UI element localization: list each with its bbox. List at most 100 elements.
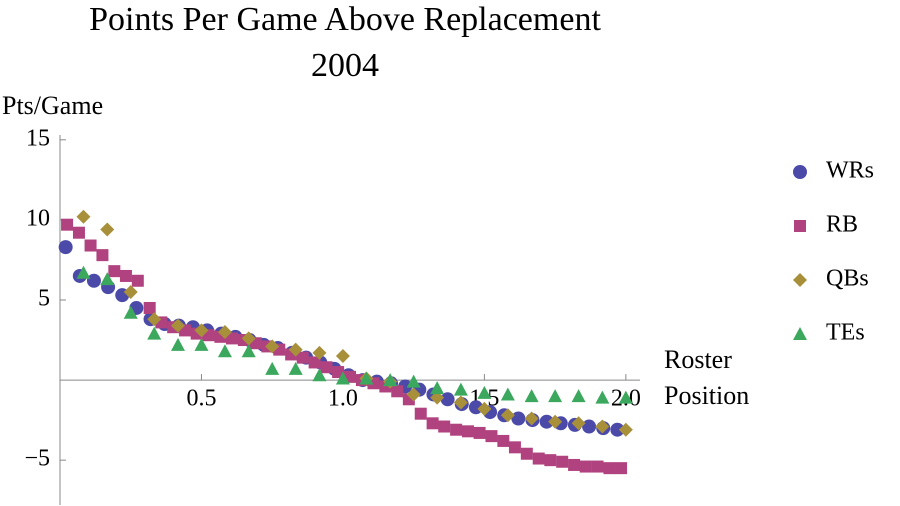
point — [532, 452, 545, 465]
point — [72, 226, 85, 239]
y-tick-label: −5 — [24, 446, 50, 472]
point — [571, 416, 586, 431]
point — [414, 407, 427, 420]
x-axis-label: Roster Position — [664, 345, 750, 410]
point — [194, 337, 209, 351]
point — [61, 218, 74, 231]
legend-label: TEs — [826, 320, 865, 346]
point — [123, 305, 138, 319]
point — [618, 390, 633, 404]
point — [320, 361, 333, 374]
point — [511, 411, 526, 426]
point — [508, 441, 521, 454]
point — [86, 273, 101, 288]
legend-label: WRs — [826, 158, 874, 184]
point — [582, 419, 597, 434]
point — [406, 374, 421, 388]
point — [430, 390, 445, 405]
point — [477, 401, 492, 416]
x-tick-label: 0.5 — [186, 386, 216, 412]
point — [170, 337, 185, 351]
point — [335, 349, 350, 364]
point — [618, 422, 633, 437]
point — [194, 323, 209, 338]
point — [544, 454, 557, 467]
point — [539, 414, 554, 429]
legend-marker — [794, 220, 806, 232]
point — [100, 222, 115, 237]
point — [473, 426, 486, 439]
point — [335, 371, 350, 385]
point — [58, 240, 73, 255]
point — [426, 417, 439, 430]
point — [610, 422, 625, 437]
y-tick-label: 15 — [26, 125, 50, 151]
point — [265, 339, 280, 354]
point — [579, 460, 592, 473]
point — [500, 408, 515, 423]
point — [477, 385, 492, 399]
point — [76, 265, 91, 279]
point — [438, 420, 451, 433]
point — [296, 351, 309, 364]
point — [450, 423, 463, 436]
point — [217, 344, 232, 358]
point — [500, 387, 515, 401]
point — [312, 368, 327, 382]
point — [241, 344, 256, 358]
legend-marker — [793, 165, 807, 179]
chart-subtitle: 2004 — [311, 47, 379, 84]
point — [453, 395, 468, 410]
point — [520, 447, 533, 460]
point — [548, 414, 563, 429]
x-tick-label: 1.0 — [328, 386, 358, 412]
point — [485, 430, 498, 443]
point — [556, 455, 569, 468]
legend-label: RB — [826, 212, 858, 238]
point — [595, 419, 610, 434]
legend-marker — [793, 273, 807, 287]
point — [84, 239, 97, 252]
point — [461, 425, 474, 438]
point — [312, 345, 327, 360]
point — [308, 356, 321, 369]
point — [440, 392, 455, 407]
point — [265, 361, 280, 375]
point — [147, 326, 162, 340]
point — [123, 284, 138, 299]
point — [147, 312, 162, 327]
point — [591, 460, 604, 473]
point — [217, 325, 232, 340]
point — [453, 382, 468, 396]
point — [595, 390, 610, 404]
point — [615, 462, 628, 475]
chart-title: Points Per Game Above Replacement — [89, 1, 601, 38]
point — [524, 411, 539, 426]
point — [119, 269, 132, 282]
point — [391, 385, 404, 398]
point — [548, 389, 563, 403]
point — [383, 373, 398, 387]
y-axis-label: Pts/Game — [2, 91, 103, 120]
point — [406, 387, 421, 402]
point — [497, 434, 510, 447]
point — [524, 389, 539, 403]
y-tick-label: 5 — [38, 285, 50, 311]
point — [108, 265, 121, 278]
point — [143, 301, 156, 314]
point — [430, 381, 445, 395]
point — [288, 342, 303, 357]
point — [603, 462, 616, 475]
legend-label: QBs — [826, 266, 869, 292]
point — [170, 318, 185, 333]
point — [96, 249, 109, 262]
point — [76, 209, 91, 224]
point — [568, 458, 581, 471]
legend-marker — [793, 327, 807, 340]
y-tick-label: 10 — [26, 205, 50, 231]
point — [241, 331, 256, 346]
point — [571, 389, 586, 403]
point — [359, 371, 374, 385]
